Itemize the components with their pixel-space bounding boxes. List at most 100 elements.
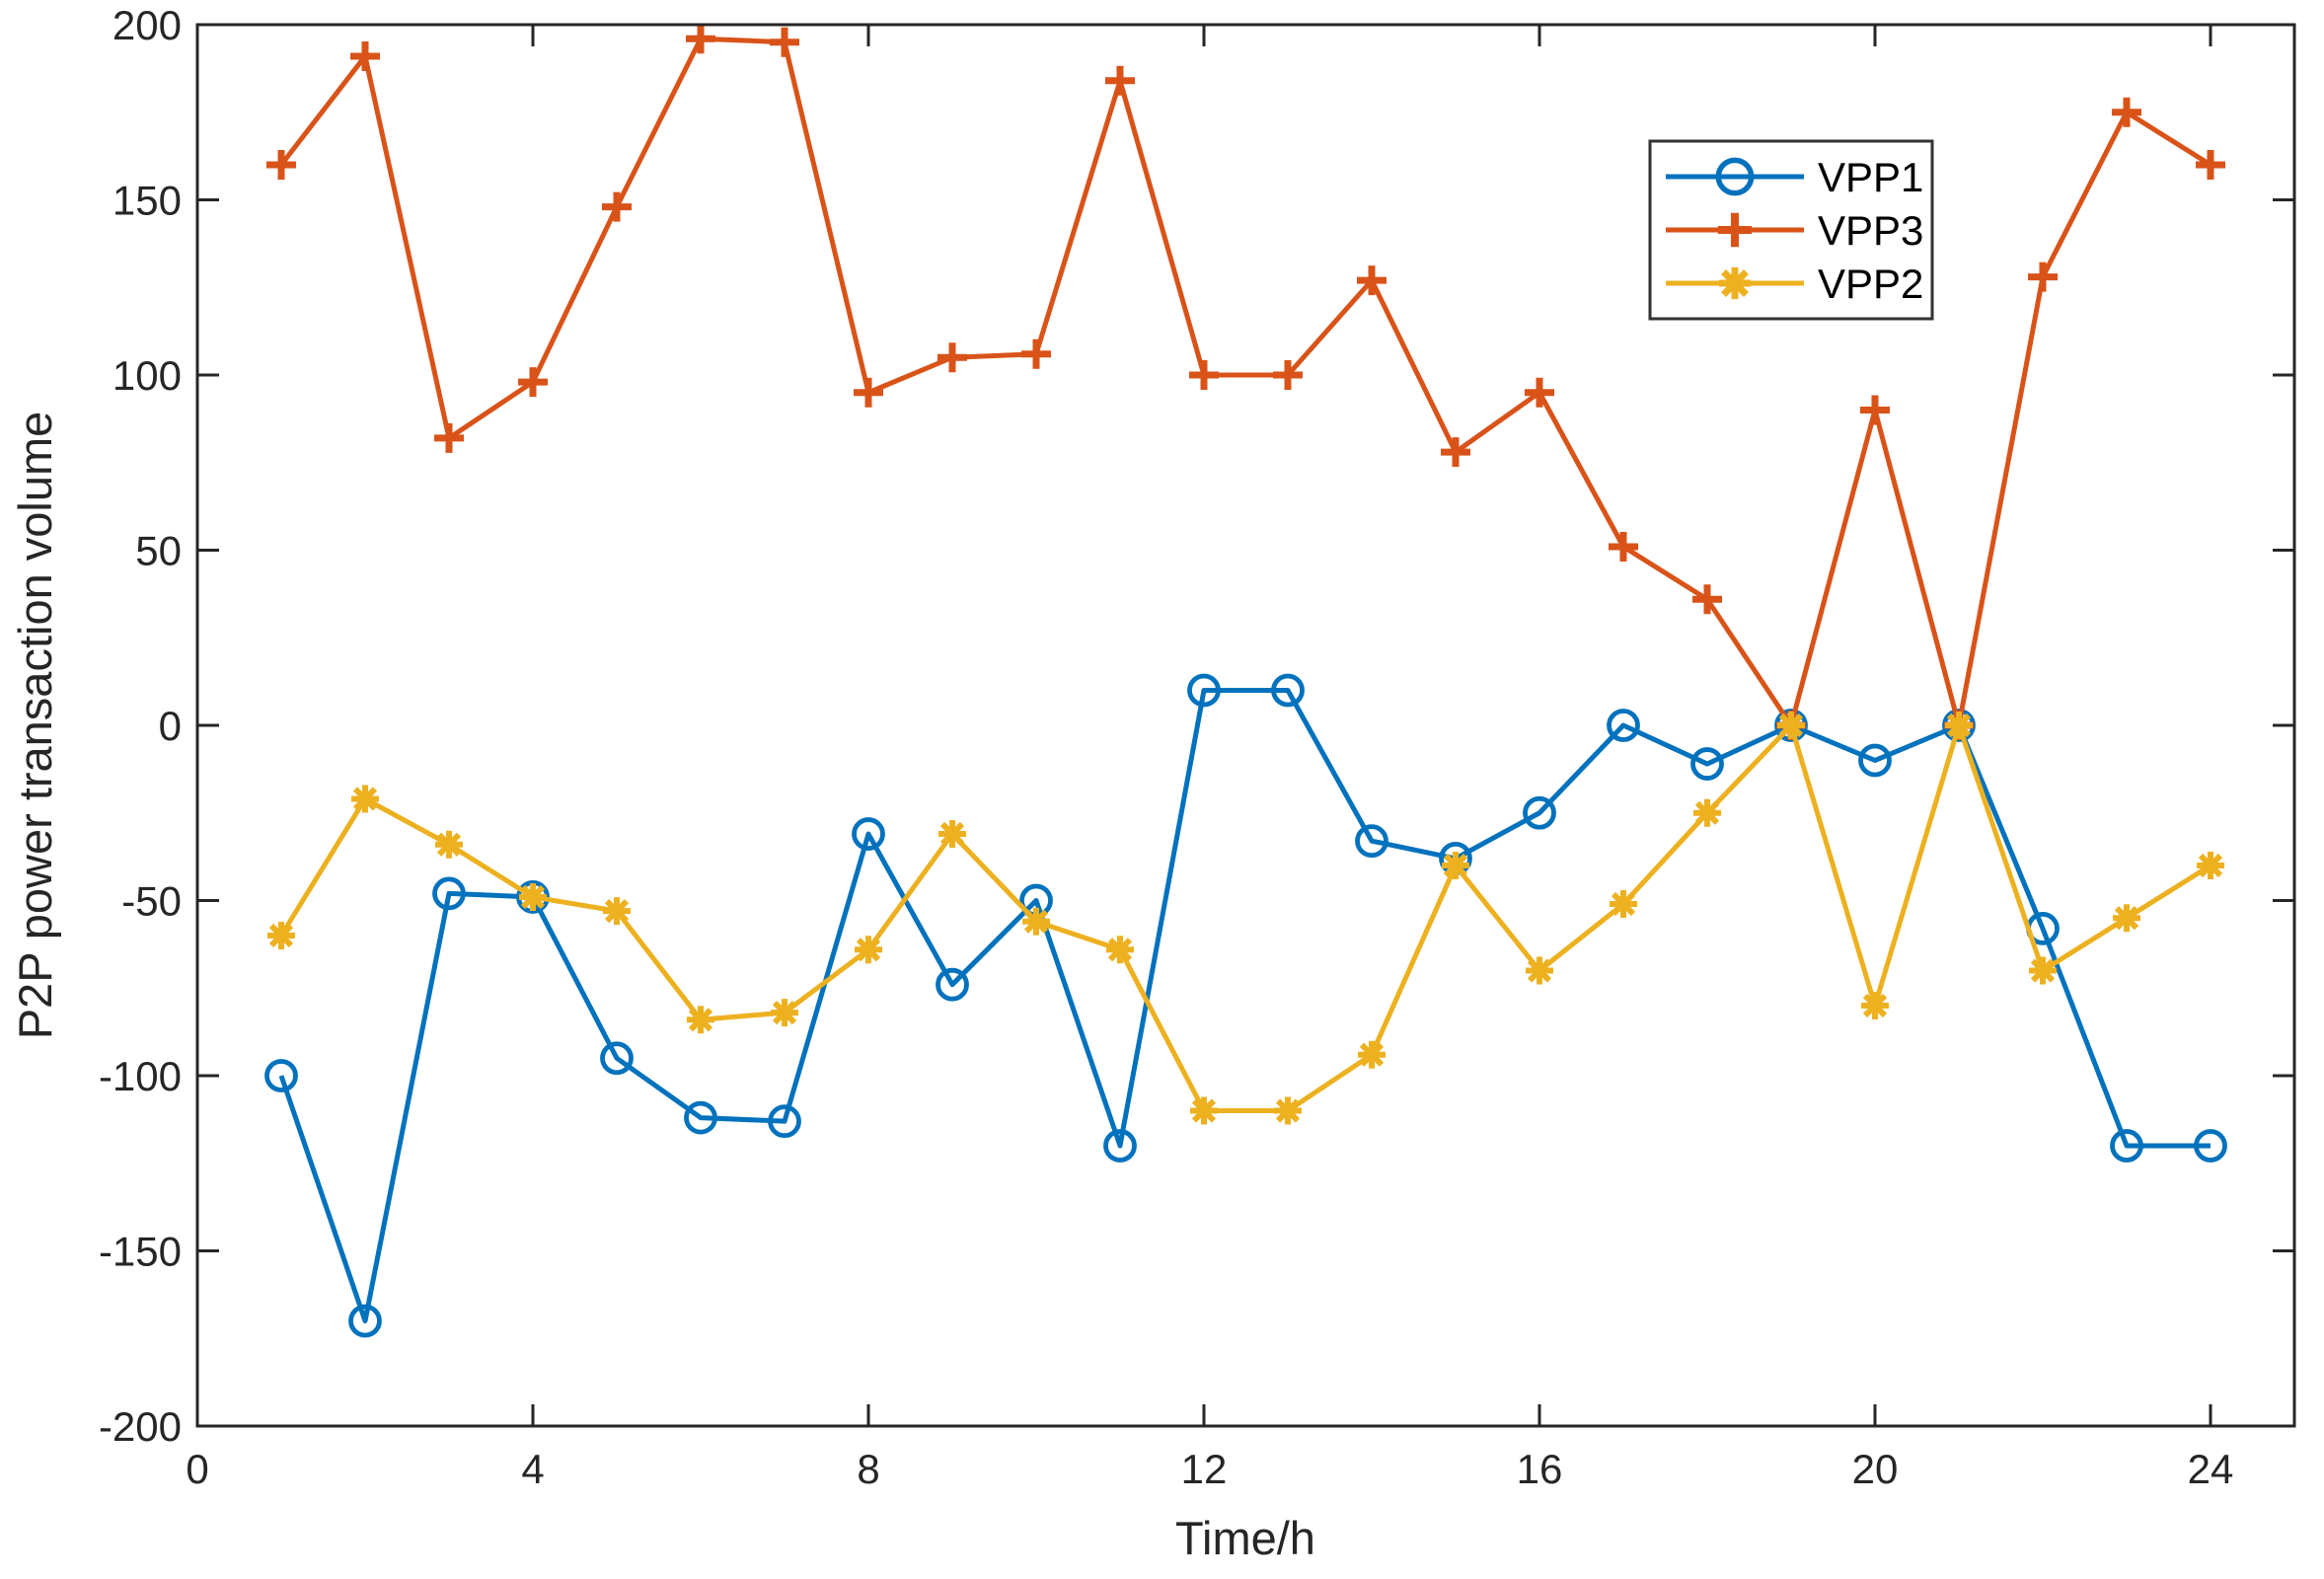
data-marker-plus	[1717, 212, 1753, 248]
data-marker-circle	[1607, 709, 1640, 742]
legend-label: VPP3	[1818, 207, 1923, 254]
data-marker-asterisk	[938, 820, 966, 849]
data-marker-circle	[684, 1100, 717, 1135]
y-tick-label: 50	[135, 528, 182, 574]
series-line-vpp3	[279, 36, 2212, 728]
legend-item-vpp1: VPP1	[1666, 154, 1923, 200]
data-marker-asterisk	[267, 922, 295, 949]
y-tick-label: -50	[121, 878, 182, 925]
data-marker-circle	[768, 1104, 801, 1139]
data-marker-asterisk	[1945, 712, 1973, 739]
data-marker-circle	[1103, 1129, 1137, 1163]
x-tick-label: 4	[521, 1446, 544, 1492]
data-marker-asterisk	[1442, 852, 1469, 879]
data-marker-plus	[1189, 360, 1219, 390]
data-marker-plus	[1021, 338, 1051, 369]
x-tick-label: 8	[857, 1446, 879, 1492]
data-marker-circle	[1690, 747, 1724, 781]
data-marker-plus	[1357, 265, 1387, 296]
series-line-vpp2	[278, 722, 2212, 1113]
data-marker-asterisk	[2197, 852, 2224, 879]
data-marker-plus	[1441, 437, 1470, 468]
series-vpp1	[264, 673, 2227, 1338]
series-layer	[264, 24, 2227, 1338]
data-marker-plus	[434, 422, 464, 453]
data-marker-asterisk	[603, 897, 631, 926]
data-marker-circle	[1187, 673, 1221, 708]
x-axis-label: Time/h	[1175, 1512, 1315, 1564]
y-tick-label: -200	[99, 1403, 182, 1450]
data-marker-plus	[1105, 65, 1135, 96]
data-marker-asterisk	[2113, 904, 2140, 933]
data-marker-plus	[602, 191, 632, 222]
data-marker-circle	[2110, 1129, 2143, 1163]
data-marker-asterisk	[1610, 890, 1637, 919]
data-marker-asterisk	[1022, 907, 1050, 936]
y-tick-label: 100	[112, 352, 182, 399]
y-tick-label: 200	[112, 2, 182, 48]
y-tick-label: 0	[159, 703, 182, 749]
data-marker-plus	[1609, 531, 1638, 562]
data-marker-circle	[852, 817, 885, 851]
data-marker-plus	[1692, 584, 1722, 615]
data-marker-asterisk	[1861, 992, 1889, 1019]
x-tick-label: 0	[186, 1446, 208, 1492]
data-marker-circle	[1523, 795, 1556, 830]
data-marker-asterisk	[2029, 956, 2057, 985]
data-marker-plus	[2196, 150, 2225, 180]
data-marker-circle	[1715, 157, 1755, 196]
data-marker-circle	[600, 1041, 634, 1076]
data-marker-plus	[350, 40, 380, 71]
y-tick-label: 150	[112, 178, 182, 224]
data-marker-plus	[2028, 262, 2058, 292]
x-tick-label: 12	[1181, 1446, 1228, 1492]
data-marker-asterisk	[1777, 712, 1805, 739]
data-marker-plus	[686, 24, 715, 54]
data-marker-asterisk	[771, 999, 798, 1027]
legend: VPP1 VPP3 VPP2	[1648, 139, 1934, 321]
tick-labels: 0 4 8 12 16 20 24 -200 -150 -100 -50 0 50 100 150 200	[99, 2, 2233, 1492]
data-marker-circle	[432, 876, 466, 911]
data-marker-asterisk	[1274, 1096, 1302, 1125]
y-tick-label: -150	[99, 1229, 182, 1275]
plot-area	[197, 25, 2294, 1426]
series-vpp2	[267, 712, 2224, 1125]
axes-layer	[195, 23, 2296, 1428]
data-marker-plus	[770, 27, 799, 57]
data-marker-circle	[1271, 673, 1305, 708]
data-marker-asterisk	[351, 785, 379, 813]
legend-item-vpp3: VPP3	[1666, 207, 1923, 254]
data-marker-asterisk	[1693, 798, 1721, 827]
data-marker-plus	[1273, 360, 1303, 390]
legend-label: VPP1	[1818, 154, 1923, 200]
data-marker-plus	[2112, 97, 2141, 127]
data-marker-circle	[2194, 1129, 2227, 1163]
data-marker-circle	[1355, 824, 1388, 859]
data-marker-asterisk	[687, 1006, 714, 1034]
data-marker-asterisk	[1190, 1096, 1218, 1125]
data-marker-asterisk	[1106, 936, 1134, 964]
x-tick-label: 24	[2188, 1446, 2234, 1492]
data-marker-asterisk	[855, 936, 882, 964]
data-marker-asterisk	[1718, 266, 1752, 300]
y-axis-label: P2P power transaction volume	[9, 412, 61, 1040]
data-marker-plus	[1860, 395, 1890, 425]
x-tick-label: 16	[1517, 1446, 1563, 1492]
data-marker-asterisk	[519, 882, 547, 911]
legend-label: VPP2	[1818, 261, 1923, 307]
y-tick-label: -100	[99, 1053, 182, 1099]
data-marker-circle	[348, 1304, 382, 1338]
data-marker-circle	[936, 967, 969, 1002]
legend-item-vpp2: VPP2	[1666, 261, 1923, 307]
data-marker-asterisk	[1358, 1040, 1386, 1069]
x-tick-label: 20	[1852, 1446, 1899, 1492]
data-marker-plus	[266, 150, 296, 180]
data-marker-plus	[937, 342, 967, 373]
data-marker-circle	[1858, 743, 1892, 778]
data-marker-plus	[518, 367, 548, 398]
data-marker-asterisk	[1526, 956, 1553, 985]
data-marker-plus	[1525, 377, 1554, 408]
data-marker-circle	[264, 1059, 298, 1092]
